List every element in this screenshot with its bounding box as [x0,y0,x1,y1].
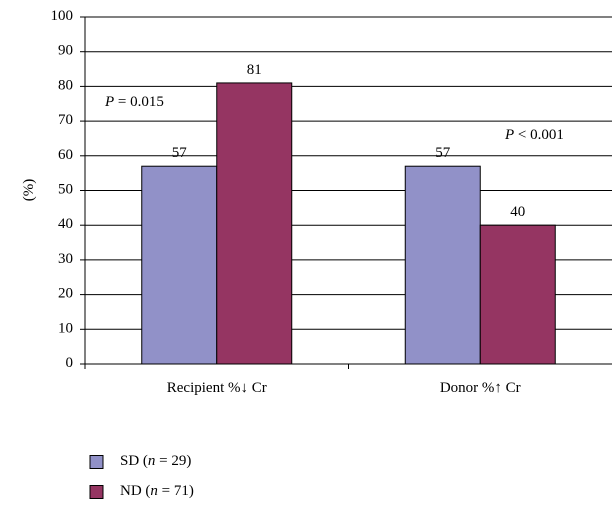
y-tick-label: 70 [58,113,73,129]
annotation: P < 0.001 [504,127,564,143]
data-label: 57 [435,146,451,162]
x-tick-label: Recipient %↓ Cr [167,380,267,396]
legend-swatch [89,455,104,469]
bar [404,165,481,365]
y-tick-label: 60 [58,147,73,163]
y-tick-label: 30 [58,251,73,267]
bar [479,224,556,365]
y-tick-label: 10 [58,321,73,337]
data-label: 81 [247,62,262,78]
x-tick-label: Donor %↑ Cr [440,380,521,396]
legend-label: ND (n = 71) [120,483,194,499]
y-tick-label: 20 [58,286,73,302]
y-tick-label: 90 [58,43,73,59]
y-tick-label: 40 [58,217,73,233]
legend-swatch [89,485,104,499]
data-label: 57 [172,146,188,162]
y-tick-label: 0 [66,355,74,371]
legend-label: SD (n = 29) [120,453,191,469]
y-tick-label: 100 [51,8,74,24]
y-tick-label: 80 [58,78,73,94]
data-label: 40 [510,205,525,221]
y-tick-label: 50 [58,182,73,198]
annotation: P = 0.015 [104,94,164,110]
bar [216,82,293,365]
y-axis-label: (%) [21,179,37,202]
bar [141,165,218,365]
